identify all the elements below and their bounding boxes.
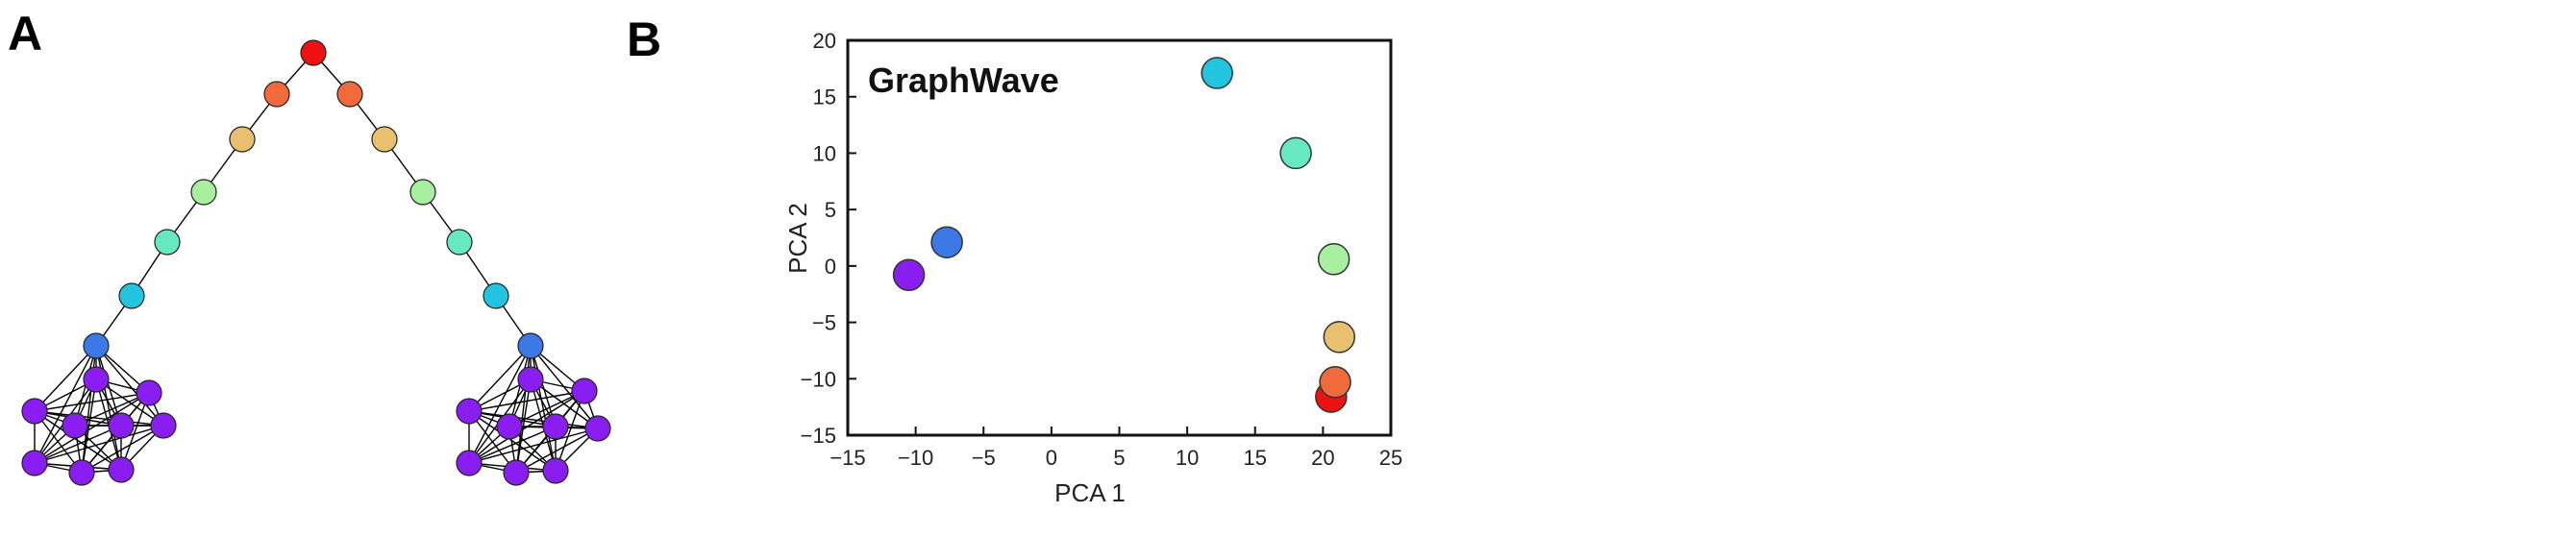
y-axis-label: PCA 2: [783, 203, 812, 274]
graph-node-R5: [483, 282, 509, 309]
graph-node-R2: [371, 126, 398, 153]
clique-node: [62, 412, 88, 439]
x-axis-ticks: −15 −10 −5 0 5 10 15 20 25: [830, 427, 1402, 470]
clique-edge: [120, 392, 150, 471]
clique-node: [456, 398, 483, 425]
clique-edge: [468, 345, 532, 464]
clique-node: [21, 398, 48, 425]
y-tick-label: 15: [813, 85, 836, 110]
graph-node-R4: [446, 229, 473, 256]
clique-edge: [81, 425, 164, 474]
clique-node: [542, 457, 569, 484]
clique-edge: [515, 345, 532, 474]
chart-title: GraphWave: [868, 61, 1059, 100]
x-tick-label: 15: [1244, 446, 1267, 470]
scatter-point: [1319, 366, 1351, 399]
clique-node: [542, 413, 569, 440]
clique-node: [571, 378, 598, 404]
clique-edge: [34, 392, 150, 412]
clique-node: [150, 412, 177, 439]
panel-b-label: B: [627, 12, 661, 66]
graph-node-L5: [118, 282, 145, 309]
clique-edge: [95, 378, 164, 427]
x-tick-label: 25: [1379, 446, 1402, 470]
clique-node: [108, 412, 135, 439]
x-tick-label: 10: [1176, 446, 1199, 470]
graph-node-R3: [409, 179, 436, 206]
clique-edge: [34, 425, 122, 464]
graph-node-R6: [517, 332, 544, 359]
panel-a-label: A: [8, 7, 42, 61]
graph-node-L1: [263, 81, 290, 108]
clique-edge: [95, 345, 122, 471]
clique-edge: [34, 410, 122, 471]
clique-edge: [34, 392, 150, 464]
clique-node: [496, 413, 523, 440]
scatter-point: [930, 226, 963, 258]
clique-edge: [468, 345, 532, 412]
clique-node: [584, 415, 611, 442]
clique-edge: [34, 410, 164, 427]
graph-edges: [34, 52, 599, 474]
clique-edge: [34, 425, 164, 464]
x-tick-label: 0: [1046, 446, 1057, 470]
graph-nodes: [21, 39, 611, 486]
graph-node-L3: [190, 179, 217, 206]
clique-edge: [34, 345, 97, 464]
scatter-point: [1317, 243, 1350, 276]
y-axis-ticks: 20 15 10 5 0 −5 −10 −15: [801, 29, 856, 448]
x-tick-label: 20: [1311, 446, 1334, 470]
clique-edge: [530, 345, 557, 472]
clique-node: [456, 450, 483, 476]
clique-edge: [34, 345, 97, 412]
y-tick-label: 20: [813, 29, 836, 53]
y-tick-label: −5: [812, 311, 836, 335]
clique-edge: [468, 426, 557, 464]
y-tick-label: −15: [801, 424, 836, 448]
clique-node: [21, 450, 48, 476]
clique-edge: [81, 345, 97, 474]
y-tick-label: 5: [825, 198, 836, 222]
x-tick-label: −10: [898, 446, 933, 470]
clique-node: [83, 366, 110, 393]
y-tick-label: −10: [801, 367, 836, 391]
graph-node-L4: [154, 229, 181, 256]
x-tick-label: 5: [1113, 446, 1125, 470]
x-tick-label: −5: [972, 446, 996, 470]
clique-edge: [468, 427, 599, 464]
x-axis-label: PCA 1: [1054, 478, 1126, 507]
scatter-point: [892, 258, 926, 292]
scatter-point: [1323, 321, 1356, 354]
clique-node: [136, 379, 162, 406]
clique-node: [503, 459, 530, 486]
scatter-point: [1201, 57, 1233, 89]
clique-node: [517, 366, 544, 393]
graph-node-apex: [300, 39, 327, 66]
graph-node-R1: [336, 81, 363, 108]
clique-node: [68, 459, 95, 486]
graph-node-L6: [83, 332, 110, 359]
graph-node-L2: [229, 126, 256, 153]
y-tick-label: 0: [825, 255, 836, 279]
clique-edge: [468, 390, 585, 412]
clique-edge: [468, 410, 557, 472]
scatter-points: [892, 57, 1356, 413]
scatter-point: [1279, 136, 1312, 170]
x-tick-label: −15: [830, 446, 865, 470]
clique-edge: [515, 427, 599, 474]
clique-edge: [555, 390, 585, 472]
clique-edge: [468, 410, 599, 429]
pca-scatter-chart: −15 −10 −5 0 5 10 15 20 25 20 15 10 5 0 −5 −10 −15 Grap…: [783, 29, 1402, 507]
y-tick-label: 10: [813, 141, 836, 165]
clique-edge: [95, 345, 164, 427]
clique-node: [108, 456, 135, 483]
clique-edge: [530, 345, 557, 427]
